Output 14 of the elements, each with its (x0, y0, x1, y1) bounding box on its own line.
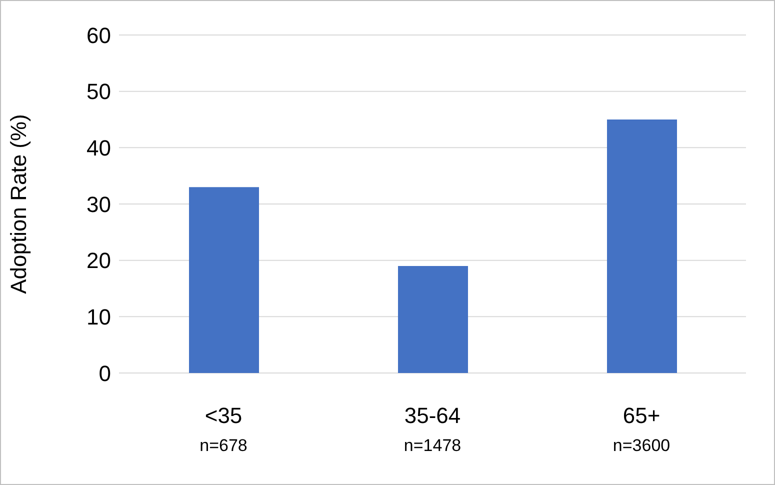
y-tick-label: 60 (86, 22, 111, 48)
y-tick-label: 20 (86, 248, 111, 274)
y-tick-label: 40 (86, 135, 111, 160)
bar (189, 187, 259, 373)
y-axis-title: Adoption Rate (%) (6, 114, 31, 294)
bar (398, 266, 468, 373)
y-tick-label: 50 (86, 79, 111, 104)
x-tick-label: 65+ n=3600 (612, 403, 670, 455)
y-tick-label: 10 (86, 304, 111, 330)
x-tick-label: 35-64 n=1478 (404, 403, 462, 455)
y-tick-label: 0 (98, 360, 111, 386)
y-tick-label: 30 (86, 192, 111, 217)
x-tick-label: <35 n=678 (200, 403, 248, 455)
bar (607, 120, 677, 373)
